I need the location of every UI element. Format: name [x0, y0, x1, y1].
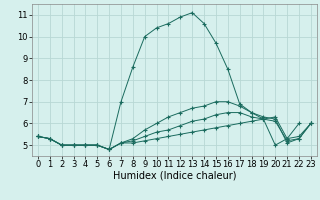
- X-axis label: Humidex (Indice chaleur): Humidex (Indice chaleur): [113, 171, 236, 181]
